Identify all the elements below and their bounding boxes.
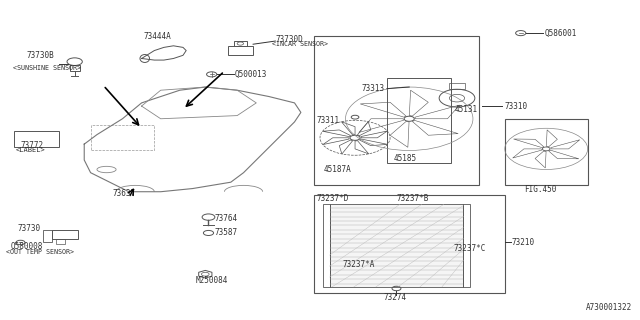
Text: 73730D: 73730D — [275, 35, 303, 44]
Text: 73444A: 73444A — [143, 32, 172, 41]
Bar — [330, 204, 463, 287]
Text: 45187A: 45187A — [323, 165, 351, 174]
Text: 73311: 73311 — [317, 116, 340, 125]
Text: 73237*B: 73237*B — [396, 194, 429, 203]
Text: Q586001: Q586001 — [544, 28, 577, 38]
Bar — [228, 46, 253, 55]
Bar — [14, 132, 59, 147]
Text: Q500013: Q500013 — [235, 70, 267, 79]
Bar — [43, 230, 52, 243]
Bar — [56, 239, 65, 244]
Bar — [70, 65, 80, 71]
Text: 73237*A: 73237*A — [342, 260, 374, 269]
Text: <SUNSHINE SENSOR>: <SUNSHINE SENSOR> — [13, 65, 81, 71]
Bar — [387, 77, 451, 163]
Text: 73730: 73730 — [17, 224, 40, 233]
Bar — [91, 125, 154, 150]
Bar — [323, 204, 330, 287]
Text: FIG.450: FIG.450 — [524, 185, 556, 194]
Text: 73730B: 73730B — [27, 51, 54, 60]
Text: 73764: 73764 — [215, 214, 238, 223]
Text: Q580008: Q580008 — [11, 242, 44, 251]
Bar — [234, 41, 246, 46]
Text: 73310: 73310 — [505, 101, 528, 111]
Bar — [314, 36, 479, 185]
Text: <INCAR SENSOR>: <INCAR SENSOR> — [272, 41, 328, 47]
Text: 73587: 73587 — [215, 228, 238, 237]
Text: 73313: 73313 — [362, 84, 385, 93]
Text: 73772: 73772 — [20, 141, 44, 150]
Text: 45185: 45185 — [394, 154, 417, 163]
Text: 73237*C: 73237*C — [454, 244, 486, 253]
Text: 73210: 73210 — [511, 238, 534, 247]
Text: <OUT TEMP SENSOR>: <OUT TEMP SENSOR> — [6, 249, 74, 255]
Text: 73274: 73274 — [384, 293, 407, 302]
Text: <LABEL>: <LABEL> — [15, 148, 45, 154]
Bar — [449, 83, 465, 89]
Text: M250084: M250084 — [196, 276, 228, 285]
Text: A730001322: A730001322 — [586, 303, 632, 312]
Bar — [505, 119, 588, 185]
Text: 73637: 73637 — [113, 189, 136, 198]
Text: 45131: 45131 — [455, 105, 478, 114]
Bar — [314, 195, 505, 293]
Bar — [463, 204, 470, 287]
Bar — [52, 230, 78, 239]
Text: 73237*D: 73237*D — [317, 194, 349, 203]
